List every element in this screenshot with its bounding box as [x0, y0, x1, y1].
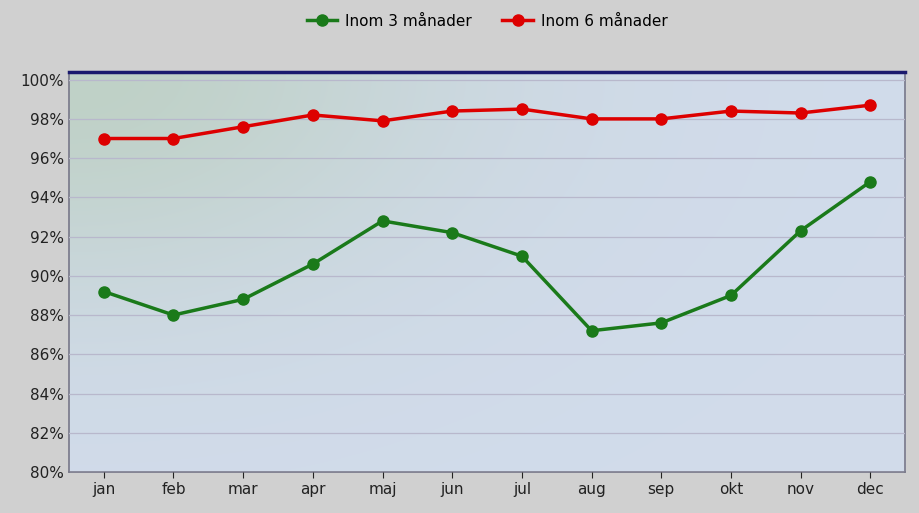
Inom 6 månader	[377, 118, 388, 124]
Inom 6 månader	[307, 112, 318, 118]
Inom 6 månader	[725, 108, 736, 114]
Inom 6 månader	[168, 135, 179, 142]
Inom 6 månader	[447, 108, 458, 114]
Inom 6 månader	[516, 106, 528, 112]
Inom 3 månader	[586, 328, 597, 334]
Inom 6 månader	[865, 102, 876, 108]
Legend: Inom 3 månader, Inom 6 månader: Inom 3 månader, Inom 6 månader	[301, 7, 674, 35]
Inom 3 månader	[238, 297, 249, 303]
Line: Inom 3 månader: Inom 3 månader	[98, 176, 876, 337]
Inom 3 månader	[865, 179, 876, 185]
Inom 6 månader	[795, 110, 806, 116]
Line: Inom 6 månader: Inom 6 månader	[98, 100, 876, 144]
Inom 3 månader	[656, 320, 667, 326]
Inom 3 månader	[725, 292, 736, 299]
Inom 6 månader	[238, 124, 249, 130]
Inom 6 månader	[656, 116, 667, 122]
Inom 6 månader	[98, 135, 109, 142]
Inom 3 månader	[307, 261, 318, 267]
Inom 6 månader	[586, 116, 597, 122]
Inom 3 månader	[447, 230, 458, 236]
Inom 3 månader	[168, 312, 179, 318]
Inom 3 månader	[516, 253, 528, 259]
Inom 3 månader	[377, 218, 388, 224]
Inom 3 månader	[795, 228, 806, 234]
Inom 3 månader	[98, 288, 109, 294]
